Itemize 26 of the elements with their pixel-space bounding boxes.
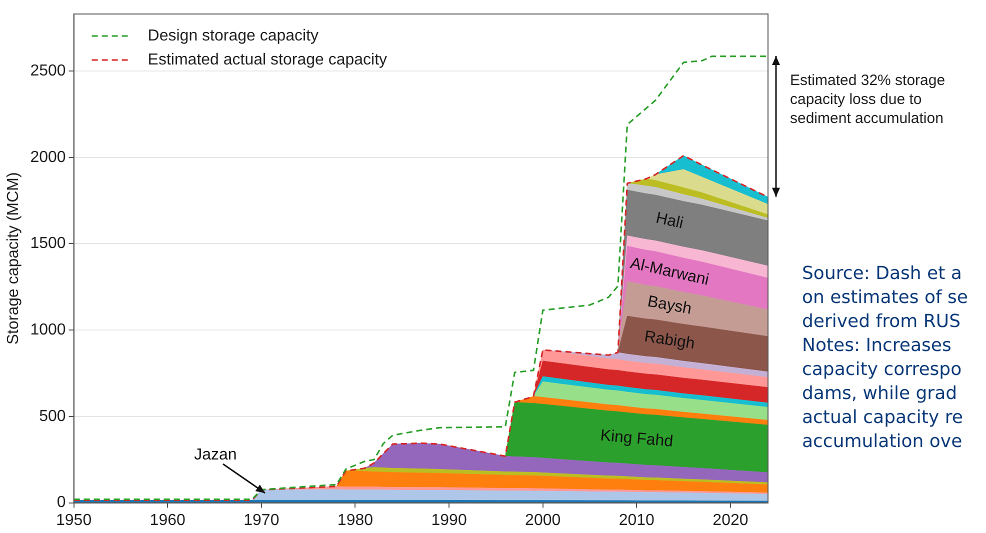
text: Estimated 32% storage capacity loss due to sediment accumulation: [790, 70, 946, 128]
x-tick-label: 1970: [244, 512, 280, 529]
source-note: Source: Dash et a on estimates of se derived from RUS: [802, 262, 968, 334]
x-tick-label: 2020: [712, 512, 748, 529]
y-tick-label: 2000: [30, 148, 66, 166]
y-axis-title: Storage capacity (MCM): [5, 172, 22, 345]
series-label: Hali: [654, 210, 685, 232]
y-tick-label: 1000: [30, 321, 66, 338]
series-label: Baysh: [646, 293, 693, 318]
y-tick-label: 1500: [30, 235, 66, 252]
x-tick-label: 1980: [337, 512, 374, 529]
legend-label: Estimated actual storage capacity: [148, 51, 388, 68]
text: Jazan: [194, 446, 237, 464]
series-label: King Fahd: [600, 427, 674, 451]
text: Notes: Increases capacity correspo dams, while grad actual capacity re accumulation ove: [802, 334, 963, 454]
y-tick-label: 0: [56, 494, 66, 512]
series-label: Rabigh: [643, 328, 696, 353]
y-tick-label: 500: [39, 408, 66, 425]
x-tick-label: 2010: [618, 512, 655, 529]
x-tick-label: 1990: [431, 512, 467, 529]
x-tick-label: 2000: [525, 512, 561, 529]
x-tick-label: 1950: [56, 512, 92, 529]
y-tick-label: 2500: [30, 62, 66, 80]
legend-label: Design storage capacity: [148, 27, 319, 44]
x-tick-label: 1960: [150, 512, 186, 529]
series-label: Al-Marwani: [628, 255, 710, 289]
